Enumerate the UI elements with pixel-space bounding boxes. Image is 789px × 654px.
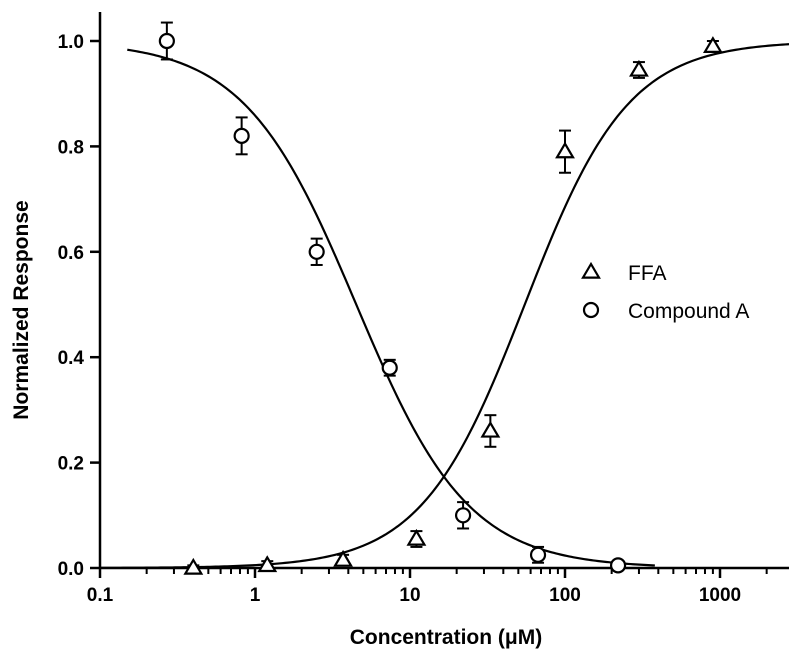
data-point-triangle	[629, 59, 649, 79]
data-point-triangle	[333, 549, 353, 567]
data-point-triangle	[702, 36, 723, 53]
legend-item: FFA	[581, 261, 667, 285]
data-point-circle	[381, 358, 398, 377]
legend-label: FFA	[628, 262, 667, 285]
fit-curve-circle	[127, 48, 655, 567]
x-tick-label: 1	[250, 585, 261, 606]
legend: FFA Compound A	[581, 261, 749, 323]
data-point-triangle	[480, 414, 501, 448]
triangle-marker	[480, 420, 501, 438]
y-axis-title: Normalized Response	[10, 200, 33, 419]
triangle-marker	[183, 557, 204, 575]
fit-curve-triangle	[99, 43, 789, 569]
triangle-marker	[629, 59, 649, 77]
data-points	[158, 21, 723, 575]
x-tick-label: 100	[549, 585, 581, 606]
x-axis-title: Concentration (μM)	[350, 626, 543, 649]
data-point-triangle	[257, 555, 278, 573]
y-tick-label: 1.0	[58, 32, 84, 53]
x-tick-label: 0.1	[87, 585, 114, 606]
triangle-marker	[555, 141, 575, 159]
circle-marker	[308, 243, 325, 260]
legend-label: Compound A	[628, 300, 749, 323]
triangle-marker	[333, 549, 353, 567]
y-tick-label: 0.0	[58, 559, 84, 580]
data-point-triangle	[183, 557, 204, 575]
circle-marker	[158, 32, 175, 50]
y-tick-label: 0.8	[58, 137, 84, 158]
x-axis-ticks: 0.1 1 10 100 1000	[87, 568, 768, 606]
circle-marker	[381, 359, 398, 376]
y-axis-ticks: 0.0 0.2 0.4 0.6 0.8 1.0	[58, 32, 100, 580]
data-point-circle	[233, 116, 250, 156]
data-point-triangle	[406, 528, 427, 548]
circle-marker	[233, 127, 250, 144]
y-tick-label: 0.2	[58, 454, 84, 475]
triangle-marker	[702, 36, 723, 53]
x-tick-label: 10	[399, 585, 420, 606]
data-point-circle	[454, 501, 472, 530]
circle-marker	[529, 546, 547, 563]
triangle-marker	[406, 528, 427, 546]
data-point-circle	[609, 557, 627, 574]
x-tick-label: 1000	[699, 585, 741, 606]
legend-item: Compound A	[582, 300, 749, 323]
data-point-triangle	[555, 129, 575, 174]
axes	[98, 12, 789, 570]
circle-marker	[609, 557, 627, 574]
data-point-circle	[158, 21, 175, 61]
fit-curves	[99, 43, 789, 569]
legend-circle-marker	[582, 301, 600, 319]
data-point-circle	[308, 237, 325, 266]
data-point-circle	[529, 545, 547, 564]
y-tick-label: 0.4	[58, 348, 85, 369]
triangle-marker	[257, 555, 278, 573]
legend-triangle-marker	[581, 261, 601, 279]
circle-marker	[454, 507, 472, 524]
y-tick-label: 0.6	[58, 243, 84, 264]
